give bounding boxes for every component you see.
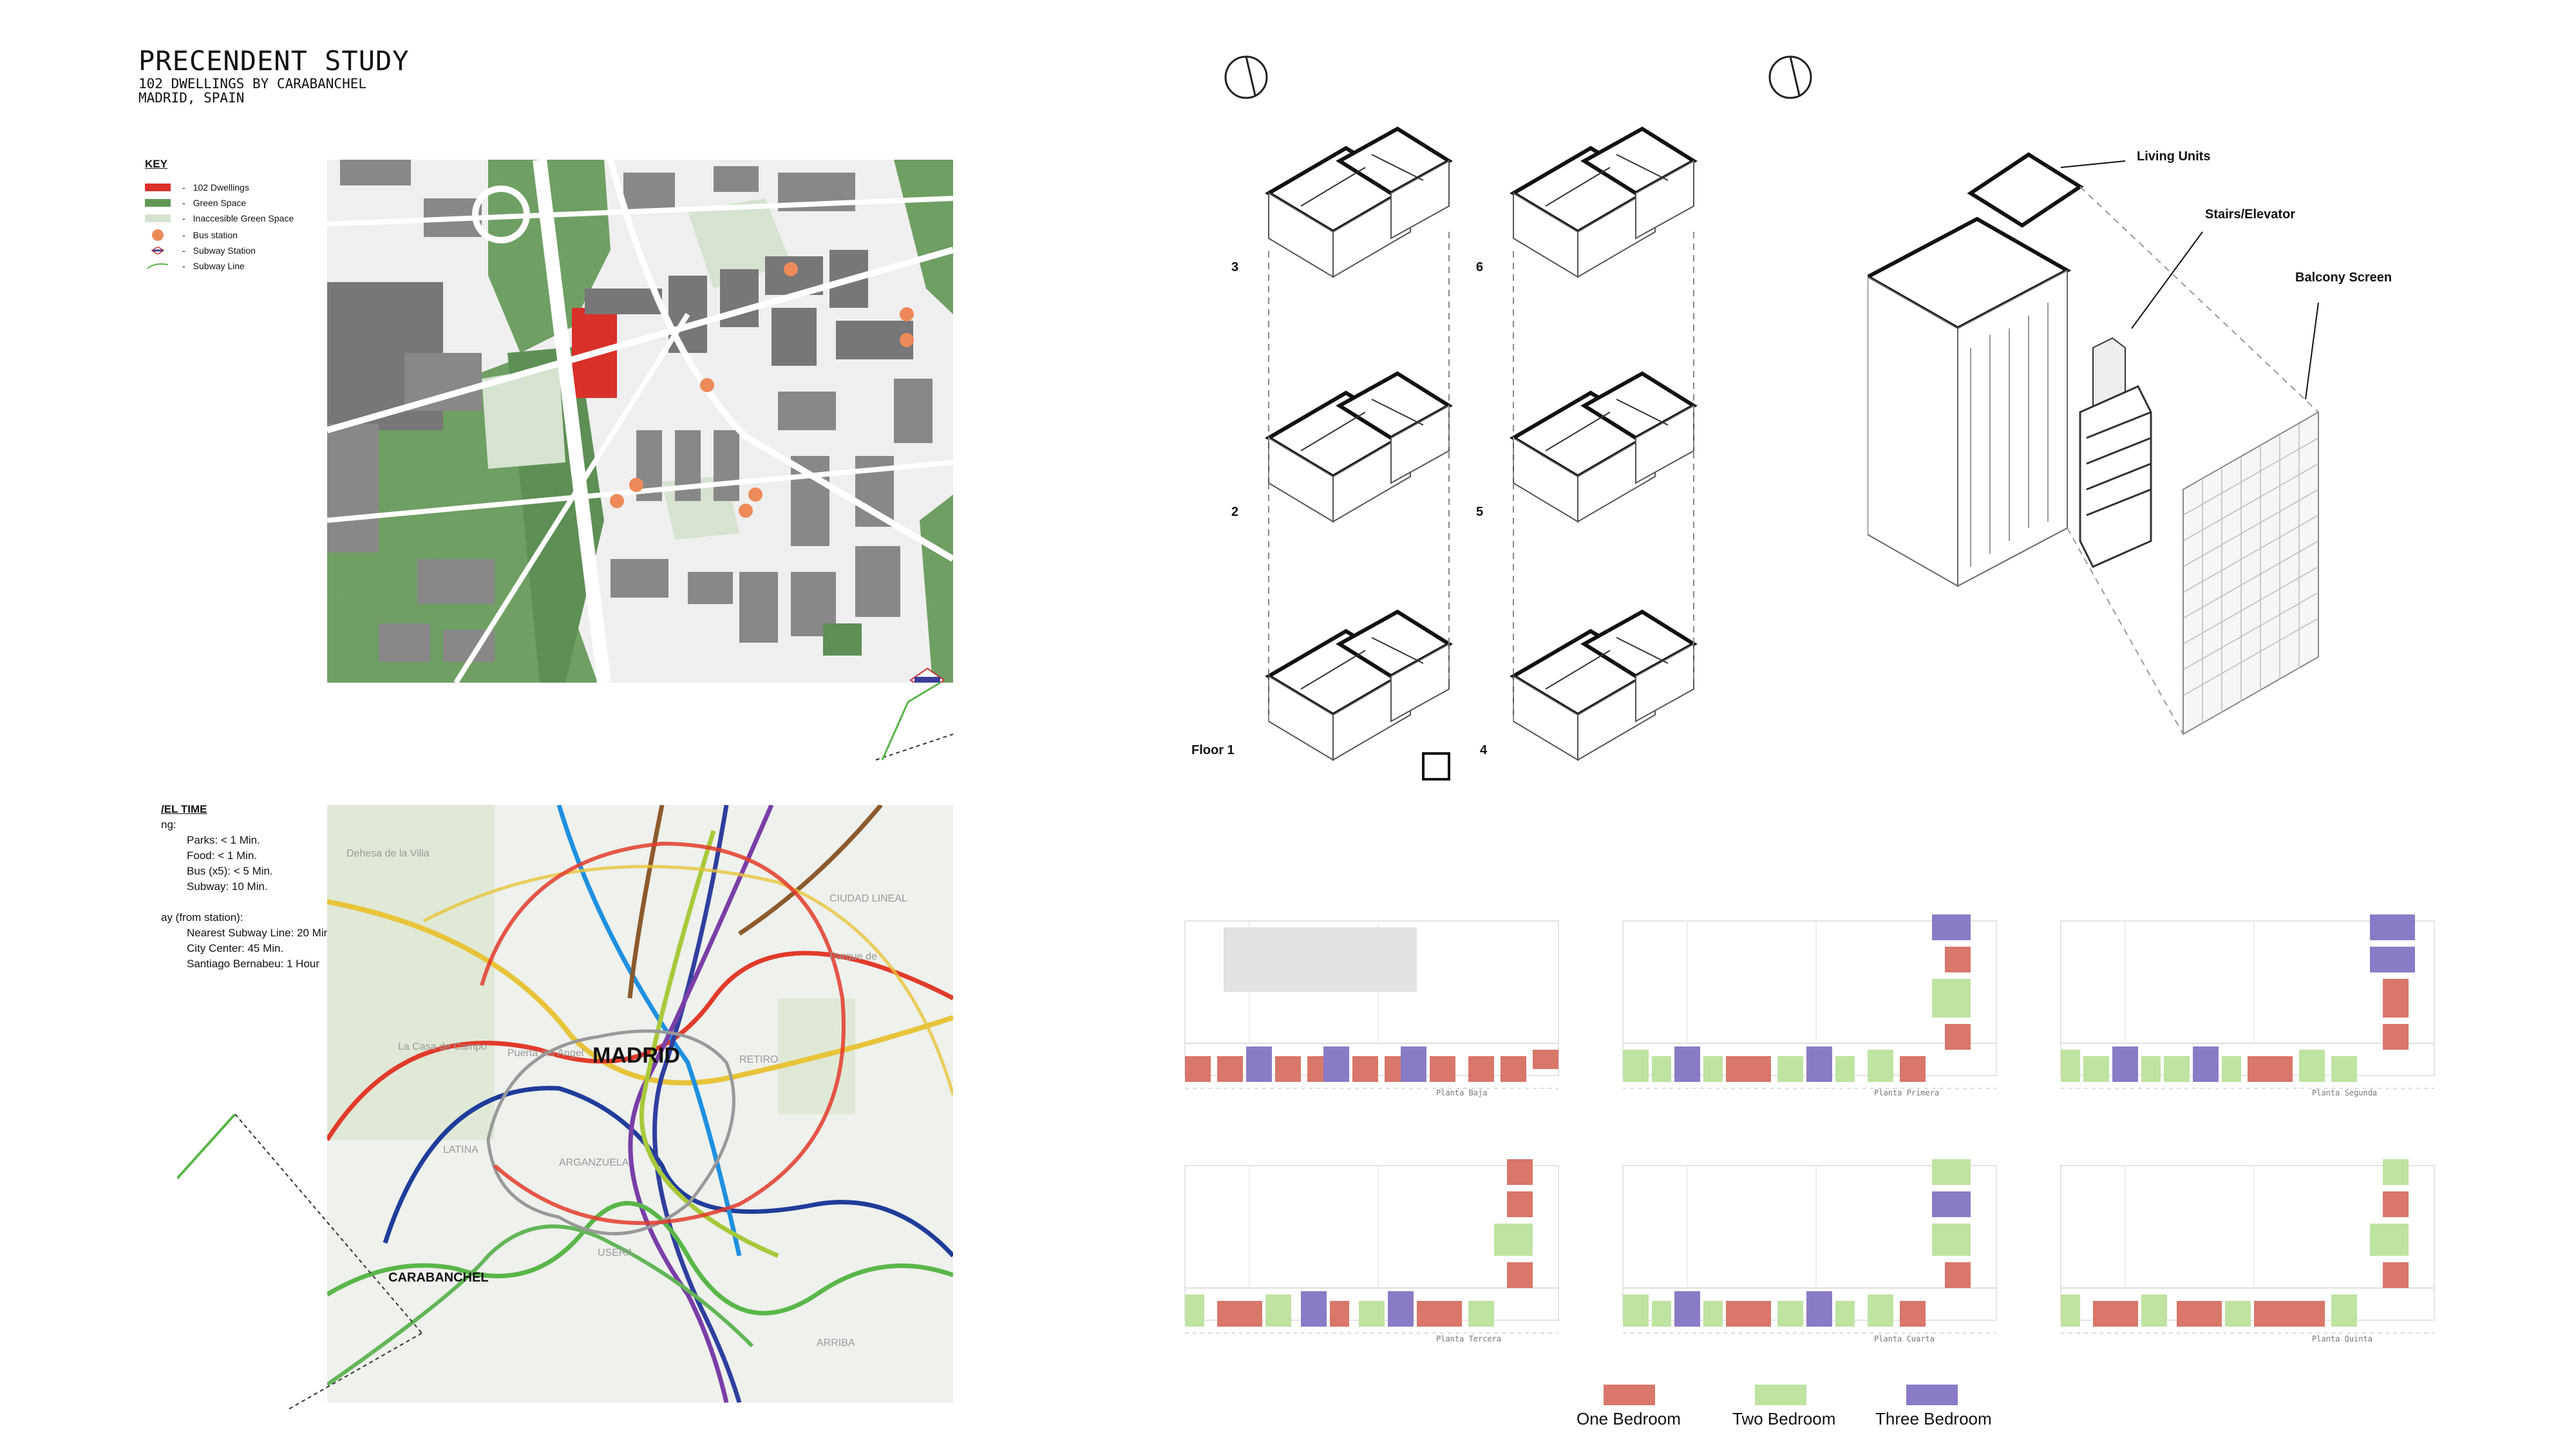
travel-line: Subway: 10 Min. (187, 880, 268, 893)
key-item-subway-line: - Subway Line (145, 259, 245, 273)
plan-caption: Planta Cuarta (1874, 1334, 1935, 1343)
subway-map: Dehesa de la Villa CIUDAD LINEAL RETIRO … (327, 805, 953, 1403)
one-bedroom-label: One Bedroom (1577, 1409, 1681, 1428)
key-label: Inaccesible Green Space (193, 213, 294, 223)
travel-line: ng: (161, 819, 176, 831)
plan-caption: Planta Segunda (2312, 1088, 2378, 1097)
balcony-screen-label: Balcony Screen (2295, 270, 2392, 285)
map-label: USERA (598, 1247, 633, 1258)
bus-station-swatch (145, 229, 171, 241)
map-label: LATINA (443, 1144, 478, 1155)
key-label: Subway Station (193, 245, 256, 256)
map-label: La Casa de Campo (398, 1041, 487, 1052)
map-label: ARGANZUELA (559, 1157, 629, 1168)
city-label: MADRID (592, 1043, 680, 1068)
key-label: Subway Line (193, 261, 245, 271)
dwellings-swatch (145, 184, 171, 191)
floor-label-3: 3 (1231, 260, 1239, 274)
subway-station-icon (151, 247, 165, 254)
subway-line-icon (147, 263, 169, 269)
subway-connector (177, 1114, 422, 1411)
floor-label-2: 2 (1231, 505, 1239, 519)
travel-title: /EL TIME (161, 803, 207, 815)
green-space-swatch (145, 199, 171, 207)
plan-caption: Planta Baja (1436, 1088, 1488, 1097)
project-location: MADRID, SPAIN (138, 90, 245, 106)
three-bedroom-swatch (1906, 1385, 1958, 1405)
map-label: Puerta del Ángel (507, 1046, 583, 1059)
north-arrow-icon (1768, 55, 1812, 99)
two-bedroom-label: Two Bedroom (1732, 1409, 1836, 1428)
travel-line: Food: < 1 Min. (187, 849, 258, 862)
plan-caption: Planta Primera (1874, 1088, 1940, 1097)
key-label: Green Space (193, 198, 247, 208)
connector-line (875, 681, 954, 761)
floor-label-1: Floor 1 (1191, 743, 1235, 757)
floor-label-4: 4 (1480, 743, 1488, 757)
key-title: KEY (145, 158, 167, 170)
map-label: Dehesa de la Villa (346, 848, 430, 859)
travel-line: Parks: < 1 Min. (187, 834, 260, 846)
map-label: ARRIBA (817, 1338, 855, 1349)
page-title: PRECENDENT STUDY (138, 45, 410, 77)
travel-line: Nearest Subway Line: 20 Min. (187, 927, 333, 939)
map-label: Parque de (829, 951, 877, 962)
key-item-subway-station: - Subway Station (145, 243, 256, 258)
travel-line: City Center: 45 Min. (187, 942, 284, 954)
inaccessible-green-swatch (145, 214, 171, 222)
travel-line: ay (from station): (161, 911, 243, 923)
key-label: 102 Dwellings (193, 182, 249, 193)
floor-axon-diagram (1256, 103, 1771, 781)
travel-line: Bus (x5): < 5 Min. (187, 865, 273, 877)
one-bedroom-swatch (1604, 1385, 1655, 1405)
site-map (327, 160, 953, 683)
key-item-inaccessible-green: - Inaccesible Green Space (145, 211, 294, 225)
project-name: 102 DWELLINGS BY CARABANCHEL (138, 76, 367, 91)
stairs-elevator-label: Stairs/Elevator (2205, 207, 2296, 222)
map-label: CIUDAD LINEAL (829, 893, 907, 904)
travel-time-panel: /EL TIME ng: Parks: < 1 Min. Food: < 1 M… (161, 802, 333, 972)
living-units-label: Living Units (2137, 149, 2211, 164)
key-item-bus: - Bus station (145, 228, 238, 242)
two-bedroom-swatch (1755, 1385, 1806, 1405)
floor-label-6: 6 (1476, 260, 1484, 274)
three-bedroom-label: Three Bedroom (1875, 1409, 1992, 1428)
north-arrow-icon (1224, 55, 1268, 99)
floor-label-5: 5 (1476, 505, 1484, 519)
plan-caption: Planta Quinta (2312, 1334, 2372, 1343)
key-label: Bus station (193, 230, 238, 240)
plan-caption: Planta Tercera (1436, 1334, 1502, 1343)
district-label: CARABANCHEL (388, 1271, 489, 1285)
key-item-dwellings: -102 Dwellings (145, 180, 249, 194)
unit-plans (1184, 914, 2435, 1334)
building-axon-diagram (1868, 152, 2319, 735)
travel-line: Santiago Bernabeu: 1 Hour (187, 958, 320, 970)
map-label: RETIRO (739, 1054, 778, 1065)
key-item-green-space: - Green Space (145, 196, 246, 210)
